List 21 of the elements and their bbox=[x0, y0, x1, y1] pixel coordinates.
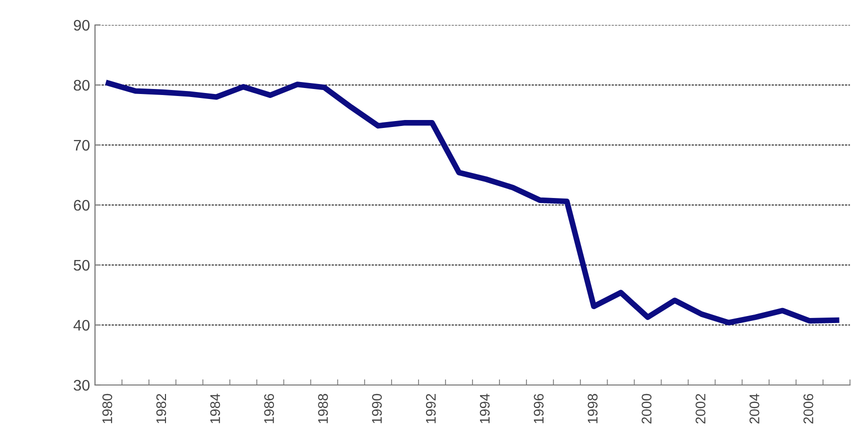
x-tick-label: 1996 bbox=[534, 394, 544, 424]
x-tick-label: 2004 bbox=[750, 394, 760, 424]
x-tick-label: 2000 bbox=[642, 394, 652, 424]
y-tick-label: 60 bbox=[74, 200, 90, 211]
x-tick-label: 1992 bbox=[426, 394, 436, 424]
x-tick-label: 1980 bbox=[102, 394, 112, 424]
x-tick-label: 1990 bbox=[372, 394, 382, 424]
x-tick-label: 1994 bbox=[480, 394, 490, 424]
x-tick-label: 1988 bbox=[318, 394, 328, 424]
x-tick-label: 1984 bbox=[210, 394, 220, 424]
y-tick-label: 50 bbox=[74, 260, 90, 271]
x-tick-label: 1986 bbox=[264, 394, 274, 424]
x-tick-label: 2002 bbox=[696, 394, 706, 424]
y-tick-label: 40 bbox=[74, 320, 90, 331]
x-tick-label: 1982 bbox=[156, 394, 166, 424]
y-tick-label: 70 bbox=[74, 140, 90, 151]
y-tick-label: 30 bbox=[74, 380, 90, 391]
y-tick-label: 80 bbox=[74, 80, 90, 91]
y-tick-label: 90 bbox=[74, 20, 90, 31]
x-tick-label: 2006 bbox=[803, 394, 814, 424]
x-tick-label: 1998 bbox=[588, 394, 598, 424]
